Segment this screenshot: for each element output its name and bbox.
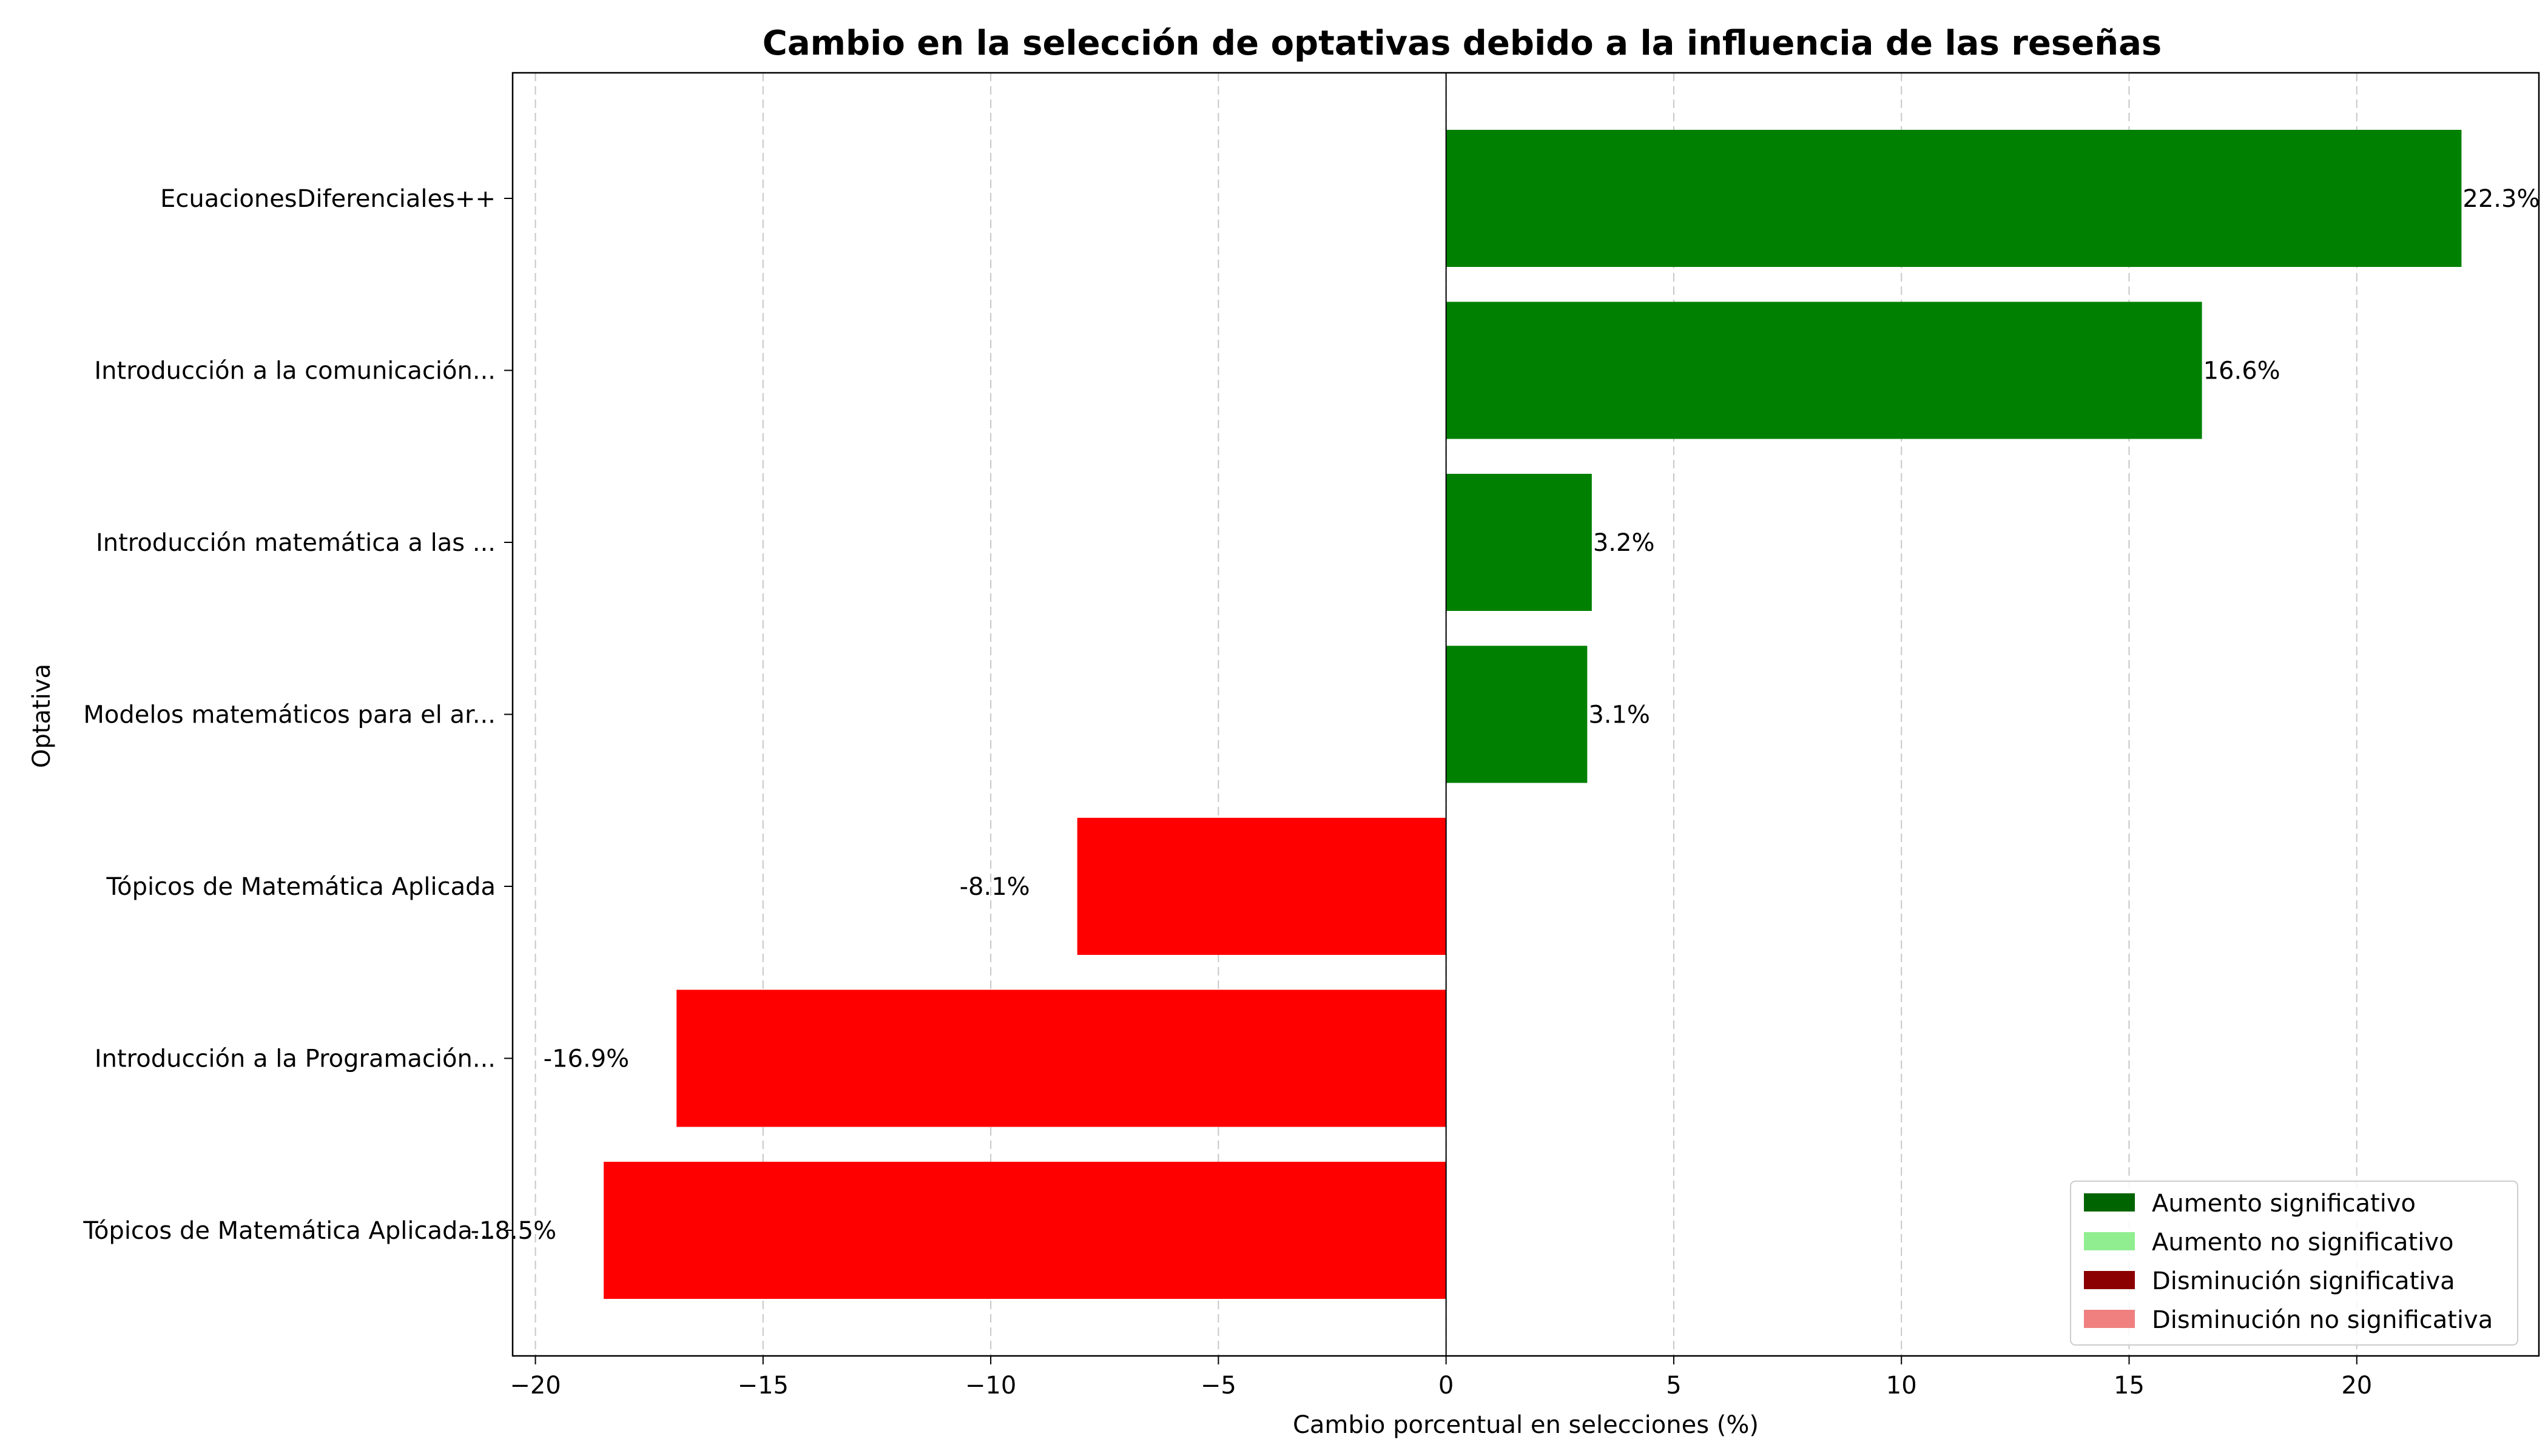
x-tick-label: −15	[738, 1372, 789, 1400]
bar	[1446, 645, 1588, 783]
y-tick-label: Introducción matemática a las ...	[96, 529, 496, 557]
data-labels: 22.3% 16.6% 3.2% 3.1% -8.1% -16.9% -18.5%	[471, 185, 2540, 1245]
bar	[676, 989, 1446, 1127]
chart-title: Cambio en la selección de optativas debi…	[763, 24, 2162, 63]
bar-layer	[604, 130, 2462, 1299]
y-tick-label: Introducción a la Programación...	[95, 1045, 496, 1073]
data-label: 3.1%	[1588, 701, 1650, 729]
legend-box	[2070, 1181, 2518, 1346]
data-label: 16.6%	[2203, 357, 2280, 385]
y-tick-label: Tópicos de Matemática Aplicada	[106, 873, 496, 901]
legend: Aumento significativo Aumento no signific…	[2070, 1181, 2518, 1346]
y-axis: EcuacionesDiferenciales++ Introducción a …	[83, 185, 513, 1245]
y-axis-label: Optativa	[28, 664, 56, 768]
x-tick-label: 10	[1886, 1372, 1917, 1400]
y-tick-label: EcuacionesDiferenciales++	[160, 185, 496, 213]
y-tick-label: Introducción a la comunicación...	[94, 357, 496, 385]
data-label: -8.1%	[960, 873, 1030, 901]
y-tick-label: Tópicos de Matemática Aplicada...	[83, 1217, 496, 1245]
legend-label: Aumento significativo	[2152, 1190, 2416, 1218]
x-tick-label: −5	[1201, 1372, 1236, 1400]
data-label: 22.3%	[2462, 185, 2540, 213]
grid-layer	[534, 73, 2358, 1356]
bar	[1446, 130, 2462, 267]
x-axis: −20 −15 −10 −5 0 5 10 15 20	[510, 1356, 2372, 1400]
x-tick-label: 20	[2341, 1372, 2372, 1400]
x-tick-label: 15	[2114, 1372, 2145, 1400]
legend-swatch	[2084, 1271, 2135, 1289]
data-label: -16.9%	[544, 1045, 630, 1073]
bar	[1077, 818, 1446, 955]
x-tick-label: 5	[1666, 1372, 1681, 1400]
legend-label: Aumento no significativo	[2152, 1228, 2454, 1256]
bar	[604, 1162, 1446, 1299]
legend-swatch	[2084, 1232, 2135, 1250]
data-label: -18.5%	[471, 1217, 557, 1245]
legend-label: Disminución no significativa	[2152, 1306, 2493, 1334]
x-tick-label: 0	[1438, 1372, 1454, 1400]
bar	[1446, 302, 2202, 439]
x-tick-label: −20	[510, 1372, 561, 1400]
legend-label: Disminución significativa	[2152, 1267, 2455, 1295]
x-axis-label: Cambio porcentual en selecciones (%)	[1293, 1411, 1759, 1439]
legend-swatch	[2084, 1310, 2135, 1328]
bar	[1446, 474, 1592, 611]
x-tick-label: −10	[965, 1372, 1016, 1400]
legend-swatch	[2084, 1193, 2135, 1212]
y-tick-label: Modelos matemáticos para el ar...	[83, 701, 496, 729]
data-label: 3.2%	[1593, 529, 1655, 557]
